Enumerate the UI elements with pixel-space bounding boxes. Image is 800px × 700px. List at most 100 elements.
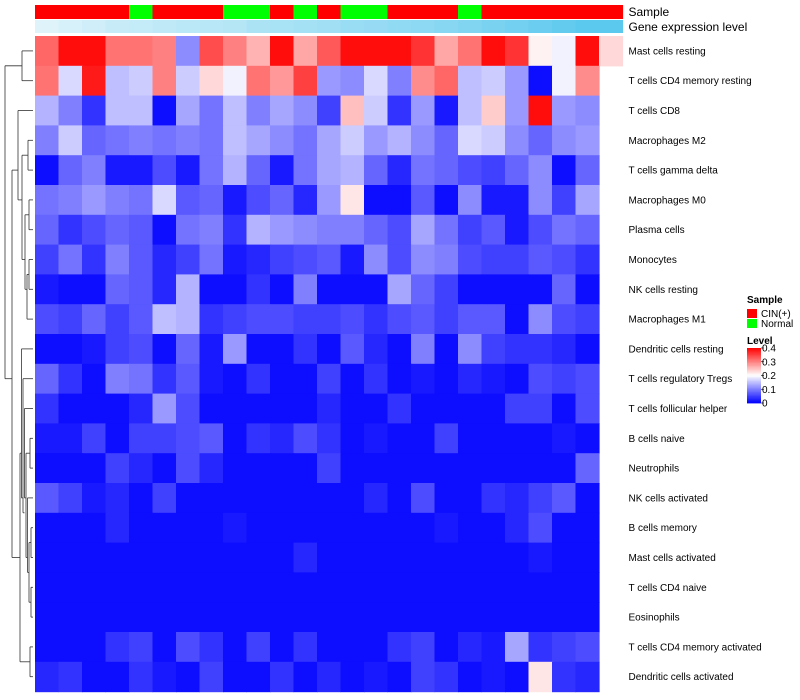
heatmap-cell-r12-c4 [129, 393, 154, 424]
heatmap-cell-r0-c11 [293, 36, 318, 67]
heatmap-cell-r12-c3 [105, 393, 130, 424]
heatmap-cell-r6-c15 [387, 214, 412, 246]
heatmap-cell-r11-c19 [481, 363, 506, 395]
heatmap-cell-r9-c19 [481, 304, 506, 335]
heatmap-cell-r3-c7 [199, 125, 224, 156]
heatmap-cell-r15-c15 [387, 483, 412, 514]
heatmap-cell-r14-c18 [458, 453, 483, 484]
heatmap-cell-r5-c9 [246, 185, 271, 216]
heatmap-cell-r12-c17 [434, 393, 459, 424]
heatmap-cell-r21-c23 [575, 661, 600, 693]
heatmap-cell-r1-c5 [152, 65, 177, 97]
heatmap-cell-r2-c11 [293, 95, 318, 126]
sample-annotation-cell-3 [105, 5, 130, 19]
heatmap-cell-r5-c6 [176, 185, 201, 216]
heatmap-cell-r7-c6 [176, 244, 201, 275]
heatmap-cell-r10-c17 [434, 334, 459, 365]
heatmap-cell-r10-c16 [411, 334, 436, 365]
heatmap-cell-r13-c18 [458, 423, 483, 454]
heatmap-cell-r17-c13 [340, 542, 365, 573]
sample-annotation-cell-10 [270, 5, 295, 19]
heatmap-cell-r4-c11 [293, 155, 318, 186]
heatmap-cell-r4-c8 [223, 155, 248, 186]
heatmap-cell-r2-c8 [223, 95, 248, 126]
level-colorbar-segment-33 [747, 393, 761, 396]
heatmap-cell-r21-c5 [152, 661, 177, 693]
heatmap-cell-r4-c17 [434, 155, 459, 186]
heatmap-cell-r16-c3 [105, 512, 130, 544]
expression-annotation-cell-2 [82, 20, 107, 33]
heatmap-cell-r6-c5 [152, 214, 177, 246]
heatmap-cell-r9-c5 [152, 304, 177, 335]
heatmap-cell-r18-c0 [35, 572, 60, 603]
heatmap-cell-r12-c20 [505, 393, 530, 424]
heatmap-cell-r15-c9 [246, 483, 271, 514]
heatmap-cell-r5-c16 [411, 185, 436, 216]
heatmap-cell-r1-c0 [35, 65, 60, 97]
heatmap-cell-r5-c14 [364, 185, 389, 216]
heatmap-cell-r21-c7 [199, 661, 224, 693]
expression-annotation-cell-5 [152, 20, 177, 33]
heatmap-cell-r11-c20 [505, 363, 530, 395]
heatmap-cell-r16-c16 [411, 512, 436, 544]
heatmap-cell-r0-c18 [458, 36, 483, 67]
heatmap-cell-r8-c3 [105, 274, 130, 305]
heatmap-cell-r11-c13 [340, 363, 365, 395]
heatmap-cell-r11-c21 [528, 363, 553, 395]
heatmap-cell-r7-c8 [223, 244, 248, 275]
heatmap-cell-r21-c11 [293, 661, 318, 693]
level-colorbar-segment-7 [747, 357, 761, 360]
heatmap-cell-r16-c5 [152, 512, 177, 544]
heatmap-cell-r19-c15 [387, 602, 412, 633]
row-label-17: Mast cells activated [629, 553, 716, 564]
expression-annotation-cell-22 [552, 20, 577, 33]
heatmap-cell-r18-c3 [105, 572, 130, 603]
heatmap-cell-r0-c3 [105, 36, 130, 67]
heatmap-cell-r1-c18 [458, 65, 483, 97]
heatmap-cell-r18-c9 [246, 572, 271, 603]
heatmap-cell-r2-c6 [176, 95, 201, 126]
heatmap-cell-r13-c3 [105, 423, 130, 454]
heatmap-cell-r16-c2 [82, 512, 107, 544]
heatmap-cell-r17-c17 [434, 542, 459, 573]
level-colorbar-segment-27 [747, 385, 761, 387]
heatmap-cell-r21-c3 [105, 661, 130, 693]
heatmap-cell-r2-c17 [434, 95, 459, 126]
heatmap-cell-r21-c2 [82, 661, 107, 693]
row-label-19: Eosinophils [629, 613, 680, 624]
heatmap-cell-r4-c3 [105, 155, 130, 186]
level-colorbar-segment-3 [747, 352, 761, 354]
heatmap-cell-r12-c10 [270, 393, 295, 424]
expression-annotation-cell-16 [411, 20, 436, 33]
heatmap-cell-r7-c23 [575, 244, 600, 275]
heatmap-cell-r10-c20 [505, 334, 530, 365]
heatmap-cell-r6-c2 [82, 214, 107, 246]
heatmap-cell-r17-c0 [35, 542, 60, 573]
heatmap-cell-r12-c16 [411, 393, 436, 424]
heatmap-cell-r13-c7 [199, 423, 224, 454]
heatmap-cell-r20-c17 [434, 632, 459, 663]
level-colorbar-segment-0 [747, 348, 761, 350]
heatmap-cell-r3-c13 [340, 125, 365, 156]
heatmap-cell-r2-c4 [129, 95, 154, 126]
heatmap-cell-r21-c15 [387, 661, 412, 693]
level-colorbar-segment-11 [747, 363, 761, 365]
heatmap-cell-r9-c22 [552, 304, 577, 335]
heatmap-cell-r16-c20 [505, 512, 530, 544]
heatmap-cell-r18-c1 [58, 572, 83, 603]
heatmap-cell-r2-c3 [105, 95, 130, 126]
heatmap-cell-r3-c10 [270, 125, 295, 156]
heatmap-cell-r8-c22 [552, 274, 577, 305]
heatmap-cell-r7-c12 [317, 244, 342, 275]
heatmap-cell-r19-c12 [317, 602, 342, 633]
heatmap-cell-r2-c5 [152, 95, 177, 126]
heatmap-cell-r11-c18 [458, 363, 483, 395]
heatmap-cell-r9-c23 [575, 304, 600, 335]
heatmap-cell-r15-c7 [199, 483, 224, 514]
heatmap-cell-r6-c22 [552, 214, 577, 246]
heatmap-cell-r15-c21 [528, 483, 553, 514]
heatmap-cell-r0-c5 [152, 36, 177, 67]
expression-annotation-cell-18 [458, 20, 483, 33]
row-label-20: T cells CD4 memory activated [629, 642, 762, 653]
